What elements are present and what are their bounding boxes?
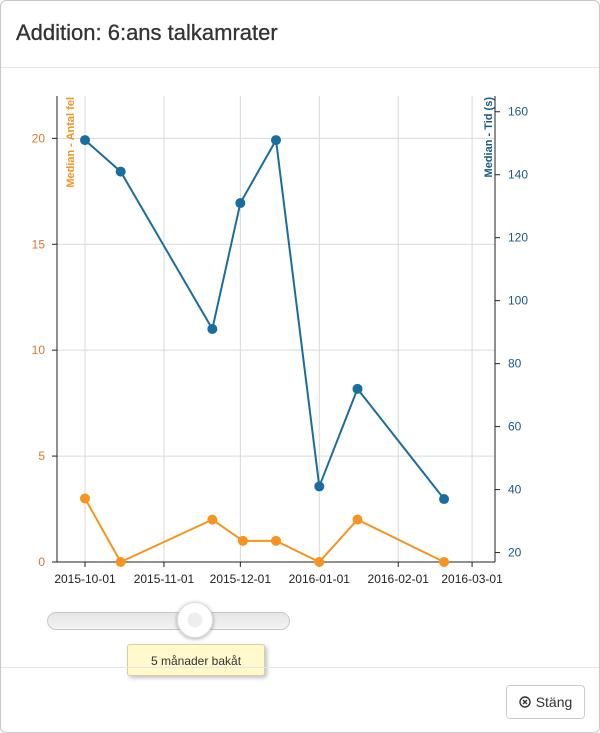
x-tick-label: 2015-12-01 bbox=[210, 572, 272, 586]
x-tick-label: 2015-11-01 bbox=[134, 572, 195, 586]
data-point-tid bbox=[352, 383, 363, 394]
y-left-tick-label: 20 bbox=[32, 131, 46, 145]
data-point-antal-fel bbox=[352, 514, 363, 525]
data-point-antal-fel bbox=[80, 493, 91, 504]
y-right-tick-label: 100 bbox=[508, 294, 528, 308]
x-tick-label: 2016-01-01 bbox=[289, 572, 351, 586]
modal-header: Addition: 6:ans talkamrater bbox=[1, 1, 599, 68]
y-left-tick-label: 5 bbox=[38, 449, 45, 463]
y-right-tick-label: 80 bbox=[508, 357, 522, 371]
y-right-axis-label: Median - Tid (s) bbox=[483, 97, 495, 178]
circle-x-icon bbox=[519, 696, 531, 708]
y-right-tick-label: 40 bbox=[508, 483, 522, 497]
y-right-tick-label: 140 bbox=[508, 168, 528, 182]
x-tick-label: 2015-10-01 bbox=[54, 572, 116, 586]
data-point-tid bbox=[271, 135, 281, 146]
y-left-tick-label: 10 bbox=[32, 343, 46, 357]
slider-tooltip: 5 månader bakåt bbox=[127, 644, 265, 676]
close-button[interactable]: Stäng bbox=[506, 685, 585, 719]
x-tick-label: 2016-03-01 bbox=[441, 572, 503, 586]
y-right-tick-label: 120 bbox=[508, 231, 528, 245]
slider-handle[interactable] bbox=[177, 602, 213, 638]
data-point-tid bbox=[235, 198, 246, 209]
data-point-antal-fel bbox=[237, 535, 248, 546]
data-point-antal-fel bbox=[314, 557, 325, 567]
modal-title: Addition: 6:ans talkamrater bbox=[16, 20, 278, 45]
modal-footer: Stäng bbox=[1, 667, 599, 732]
y-right-tick-label: 160 bbox=[508, 105, 528, 119]
data-point-antal-fel bbox=[207, 514, 218, 525]
y-left-tick-label: 15 bbox=[32, 237, 46, 251]
data-point-tid bbox=[439, 494, 450, 505]
y-right-tick-label: 60 bbox=[508, 420, 522, 434]
data-point-antal-fel bbox=[115, 557, 126, 567]
data-point-tid bbox=[207, 324, 218, 334]
x-tick-label: 2016-02-01 bbox=[368, 572, 430, 586]
data-point-antal-fel bbox=[439, 557, 450, 567]
y-left-axis-label: Median - Antal fel bbox=[65, 97, 77, 188]
data-point-tid bbox=[80, 135, 91, 146]
series-line-antal-fel bbox=[84, 497, 445, 564]
y-left-tick-label: 0 bbox=[38, 555, 45, 569]
data-point-tid bbox=[314, 481, 325, 492]
data-point-tid bbox=[115, 166, 126, 177]
y-right-tick-label: 20 bbox=[508, 546, 522, 560]
line-chart: 2015-10-01 2015-11-01 2015-12-01 2016-01-01… bbox=[32, 96, 528, 586]
slider-track[interactable] bbox=[47, 612, 290, 630]
series-line-tid bbox=[84, 136, 445, 500]
data-point-antal-fel bbox=[271, 535, 281, 546]
close-button-label: Stäng bbox=[535, 694, 573, 710]
